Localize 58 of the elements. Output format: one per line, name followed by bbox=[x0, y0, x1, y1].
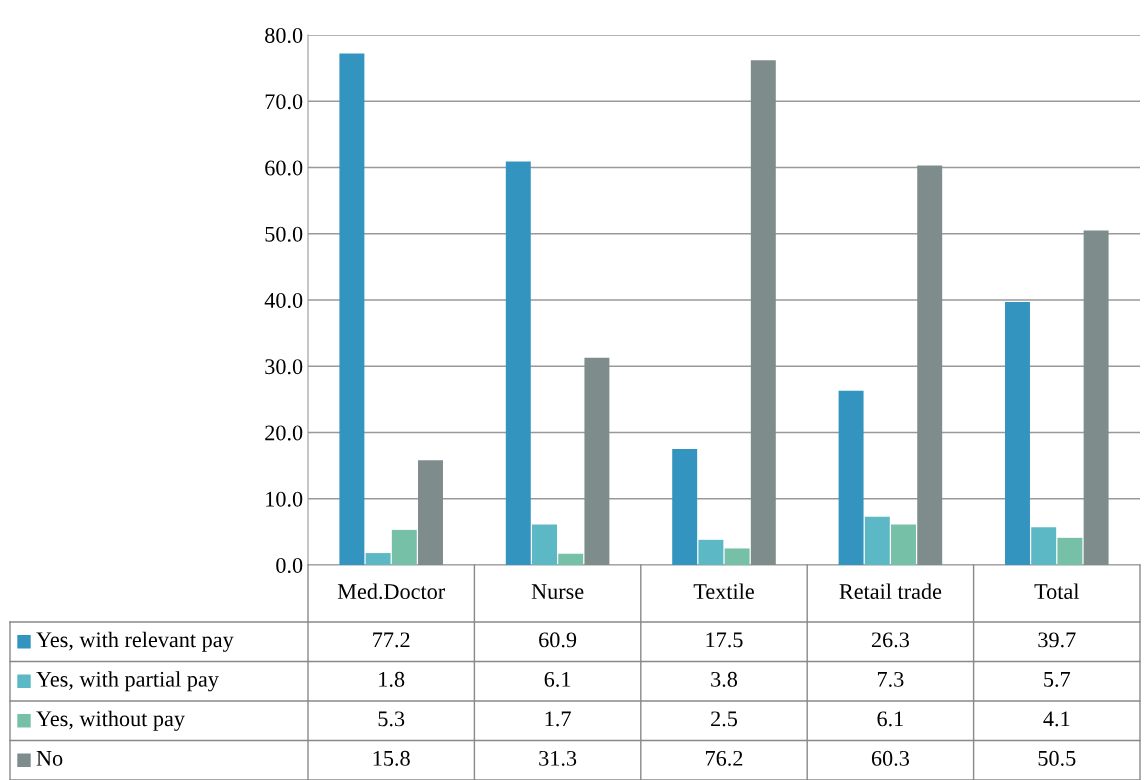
bar bbox=[365, 553, 391, 565]
data-label: 26.3 bbox=[871, 632, 909, 648]
bar bbox=[838, 390, 864, 565]
legend-label: No bbox=[36, 751, 63, 766]
bar bbox=[391, 529, 417, 565]
data-label: 39.7 bbox=[1038, 632, 1076, 648]
data-label: 3.8 bbox=[711, 671, 738, 687]
bar bbox=[505, 161, 531, 565]
data-label: 60.3 bbox=[871, 750, 909, 766]
bar bbox=[864, 516, 890, 565]
bar bbox=[1083, 230, 1109, 565]
y-tick-label: 40.0 bbox=[264, 292, 303, 309]
data-label: 7.3 bbox=[877, 671, 904, 687]
bar bbox=[891, 524, 916, 565]
data-label: 15.8 bbox=[373, 750, 410, 766]
bar bbox=[672, 449, 698, 565]
y-tick-label: 0.0 bbox=[276, 557, 303, 574]
data-label: 77.2 bbox=[373, 632, 410, 648]
bar bbox=[1057, 537, 1083, 565]
data-label: 6.1 bbox=[544, 671, 571, 687]
x-tick-label: Nurse bbox=[531, 584, 584, 600]
data-label: 2.5 bbox=[711, 711, 738, 727]
bar bbox=[698, 539, 724, 565]
bar bbox=[750, 60, 776, 565]
x-tick-label: Textile bbox=[693, 583, 754, 600]
bar bbox=[558, 553, 584, 565]
data-label: 50.5 bbox=[1038, 750, 1076, 766]
y-tick-label: 60.0 bbox=[265, 160, 303, 176]
y-tick-label: 50.0 bbox=[265, 226, 303, 242]
bar bbox=[339, 53, 365, 565]
data-label: 1.7 bbox=[545, 711, 571, 727]
data-label: 76.2 bbox=[706, 750, 743, 766]
bar bbox=[1005, 301, 1030, 565]
bar bbox=[917, 165, 943, 565]
bar bbox=[1031, 527, 1057, 565]
bar bbox=[532, 524, 557, 565]
bar bbox=[584, 357, 610, 565]
y-tick-label: 70.0 bbox=[265, 94, 303, 110]
x-tick-label: Med.Doctor bbox=[337, 583, 445, 600]
bar bbox=[724, 548, 750, 565]
bar bbox=[418, 460, 443, 565]
y-tick-label: 20.0 bbox=[265, 425, 303, 441]
y-tick-label: 10.0 bbox=[266, 491, 303, 507]
data-label: 4.1 bbox=[1043, 711, 1070, 727]
y-tick-label: 30.0 bbox=[265, 359, 303, 375]
data-label: 5.7 bbox=[1044, 672, 1071, 687]
x-tick-label: Total bbox=[1034, 583, 1080, 600]
data-label: 60.9 bbox=[539, 632, 577, 648]
legend-label: Yes, without pay bbox=[36, 710, 185, 731]
y-tick-label: 80.0 bbox=[265, 27, 303, 44]
legend-label: Yes, with partial pay bbox=[36, 671, 219, 692]
data-label: 31.3 bbox=[539, 750, 577, 766]
x-tick-label: Retail trade bbox=[839, 583, 942, 600]
data-label: 1.8 bbox=[379, 671, 405, 687]
data-label: 17.5 bbox=[706, 632, 743, 648]
data-label: 5.3 bbox=[378, 711, 405, 727]
data-label: 6.1 bbox=[877, 711, 903, 727]
legend-label: Yes, with relevant pay bbox=[36, 631, 234, 652]
